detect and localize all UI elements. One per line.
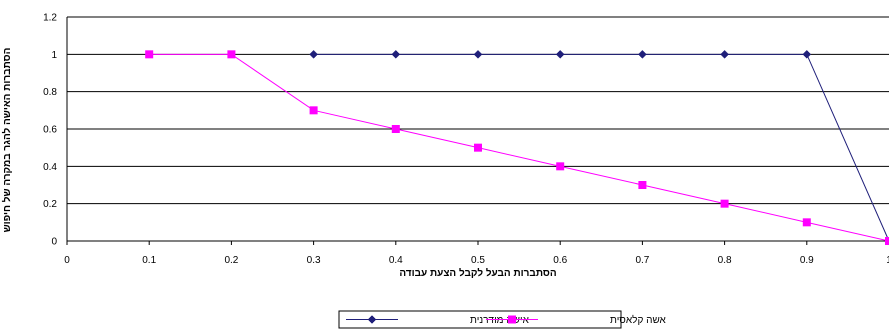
- legend-label: אישה מודרנית: [470, 315, 530, 326]
- legend-item: אשה קלאסית: [486, 314, 667, 326]
- x-tick-label: 0.2: [224, 255, 238, 266]
- y-tick-labels: 0 0.2 0.4 0.6 0.8 1 1.2: [43, 13, 57, 248]
- x-tick-label: 1: [886, 255, 889, 266]
- x-tick-label: 0.1: [142, 255, 156, 266]
- y-tick-label: 0.8: [43, 87, 57, 98]
- legend: אישה מודרנית אשה קלאסית: [338, 310, 667, 329]
- data-point: [391, 125, 400, 133]
- y-tick-label: 1.2: [43, 13, 57, 24]
- y-tick-label: 0.2: [43, 199, 57, 210]
- x-tick-label: 0.3: [307, 255, 321, 266]
- data-point: [309, 106, 318, 115]
- series-2: [145, 50, 889, 245]
- x-tick-label: 0.6: [553, 255, 567, 266]
- y-tick-label: 0.4: [43, 162, 57, 173]
- data-point: [227, 50, 236, 59]
- x-tick-label: 0.4: [389, 255, 403, 266]
- y-tick-label: 0.6: [43, 125, 57, 136]
- x-tick-label: 0: [64, 255, 70, 266]
- x-tick-label: 0.9: [800, 255, 814, 266]
- data-point: [720, 199, 729, 208]
- axes: [66, 17, 889, 245]
- data-point: [473, 49, 483, 59]
- y-axis-label: הסתברות האישה להגר במקרה של חיפוש: [1, 48, 13, 233]
- series-group: [145, 49, 889, 246]
- y-tick-label: 1: [51, 50, 57, 61]
- data-point: [885, 237, 889, 245]
- legend-marker: [367, 315, 377, 324]
- legend-label: אשה קלאסית: [610, 314, 667, 326]
- data-point: [474, 143, 482, 152]
- data-point: [145, 50, 154, 59]
- data-point: [638, 181, 647, 189]
- data-point: [638, 49, 647, 59]
- data-point: [309, 49, 318, 59]
- data-point: [802, 49, 812, 59]
- legend-item: אישה מודרנית: [346, 315, 530, 326]
- series-line: [149, 53, 889, 242]
- legend-marker: [508, 315, 516, 324]
- series-1: [309, 49, 889, 246]
- y-tick-label: 0: [51, 237, 57, 248]
- x-tick-label: 0.5: [471, 255, 485, 266]
- series-line: [313, 53, 889, 242]
- x-tick-label: 0.7: [635, 255, 649, 266]
- x-tick-labels: 0 0.1 0.2 0.3 0.4 0.5 0.6 0.7 0.8 0.9 1: [64, 255, 889, 266]
- data-point: [555, 49, 565, 59]
- data-point: [391, 49, 401, 59]
- x-tick-label: 0.8: [718, 255, 732, 266]
- legend-box: [338, 310, 622, 329]
- grid: [67, 16, 889, 205]
- data-point: [556, 162, 565, 171]
- data-point: [720, 49, 729, 59]
- x-axis-label: הסתברות הבעל לקבל הצעת עבודה: [399, 267, 556, 279]
- data-point: [802, 218, 811, 227]
